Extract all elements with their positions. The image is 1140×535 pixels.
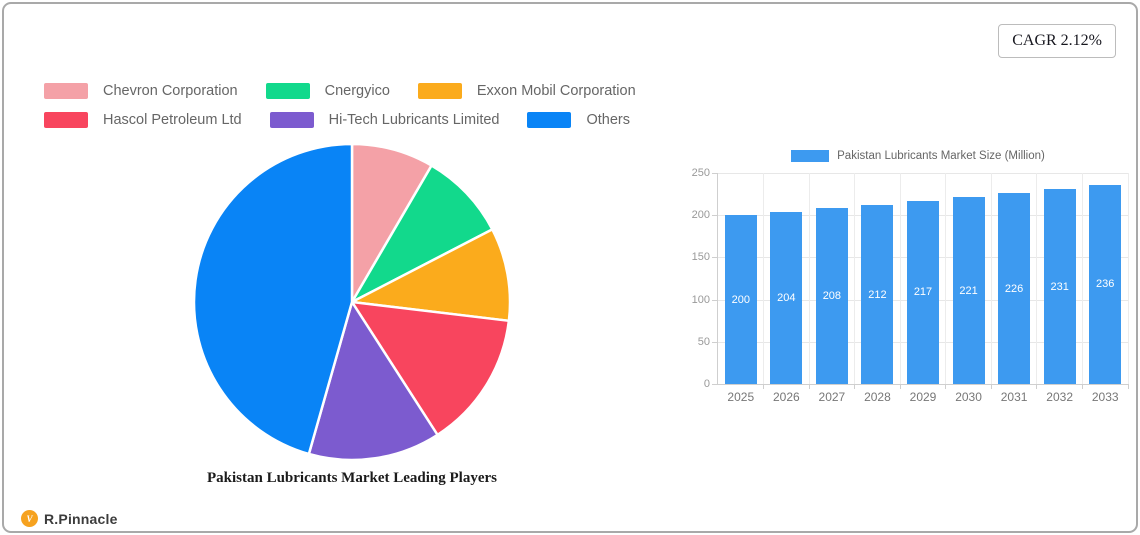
x-axis-label: 2028 bbox=[864, 390, 891, 404]
bar-value-label: 221 bbox=[959, 284, 978, 297]
y-axis-tick bbox=[712, 173, 718, 174]
pie-legend-row: Hascol Petroleum Ltd Hi-Tech Lubricants L… bbox=[44, 112, 636, 128]
bar-value-label: 200 bbox=[731, 293, 750, 306]
x-axis-tick bbox=[1036, 384, 1038, 389]
bar-value-label: 212 bbox=[868, 288, 887, 301]
bar-value-label: 217 bbox=[913, 286, 933, 299]
gridline-vertical bbox=[854, 173, 856, 384]
y-axis-label: 200 bbox=[691, 209, 710, 222]
x-axis-tick bbox=[990, 384, 992, 389]
cagr-badge: CAGR 2.12% bbox=[998, 24, 1116, 58]
gridline-vertical bbox=[1081, 173, 1083, 384]
bar-2031[interactable]: 226 bbox=[998, 193, 1031, 384]
legend-swatch bbox=[417, 83, 462, 99]
pie-slice-3[interactable] bbox=[350, 300, 511, 437]
pie-legend: Chevron Corporation Cnergyico Exxon Mobil … bbox=[44, 83, 636, 128]
bar-2027[interactable]: 208 bbox=[815, 208, 848, 384]
x-axis-label: 2031 bbox=[1000, 390, 1028, 404]
pie-legend-item[interactable]: Hi-Tech Lubricants Limited bbox=[269, 112, 500, 128]
x-axis-tick bbox=[854, 384, 856, 389]
x-axis-tick bbox=[1081, 384, 1083, 389]
x-axis-label: 2029 bbox=[909, 390, 937, 404]
legend-swatch bbox=[527, 112, 572, 128]
gridline-vertical bbox=[808, 173, 810, 384]
brand-name: R.Pinnacle bbox=[44, 510, 118, 527]
x-axis-label: 2032 bbox=[1046, 390, 1073, 404]
x-axis-label: 2026 bbox=[772, 390, 800, 404]
bar-2032[interactable]: 231 bbox=[1043, 189, 1076, 384]
brand-logo: V R.Pinnacle bbox=[21, 510, 118, 527]
bar-value-label: 226 bbox=[1004, 282, 1024, 295]
y-axis-tick bbox=[712, 215, 718, 217]
x-axis-tick bbox=[808, 384, 810, 389]
gridline-vertical bbox=[945, 173, 947, 384]
legend-swatch bbox=[44, 83, 88, 99]
bar-2025[interactable]: 200 bbox=[724, 215, 757, 384]
y-axis-label: 250 bbox=[691, 167, 710, 179]
legend-label: Others bbox=[586, 112, 630, 128]
gridline-vertical bbox=[1036, 173, 1038, 384]
y-axis-tick bbox=[712, 257, 718, 259]
bar-2028[interactable]: 212 bbox=[861, 205, 894, 384]
bar-value-label: 208 bbox=[822, 290, 842, 303]
bar-2026[interactable]: 204 bbox=[770, 211, 803, 384]
bar-2033[interactable]: 236 bbox=[1089, 184, 1122, 384]
bar-plot-area: 0 50 100 150 200 250 200 2025 204 2026 208 2027 212 2… bbox=[692, 167, 1129, 404]
y-axis-tick bbox=[712, 341, 718, 343]
x-axis-tick bbox=[1127, 384, 1129, 389]
pie-legend-item[interactable]: Hascol Petroleum Ltd bbox=[44, 112, 242, 128]
legend-swatch bbox=[269, 112, 314, 128]
x-axis-label: 2030 bbox=[955, 390, 982, 404]
pie-slice-2[interactable] bbox=[350, 228, 512, 323]
gridline-vertical bbox=[763, 173, 765, 384]
gridline-vertical bbox=[1127, 173, 1129, 384]
legend-label: Hi-Tech Lubricants Limited bbox=[328, 112, 500, 128]
gridline-horizontal bbox=[718, 173, 1128, 174]
gridline-vertical bbox=[899, 173, 901, 384]
y-axis-label: 0 bbox=[703, 378, 710, 390]
pie-legend-row: Chevron Corporation Cnergyico Exxon Mobil … bbox=[44, 83, 636, 99]
bar-chart: Pakistan Lubricants Market Size (Million… bbox=[692, 147, 1140, 412]
legend-label: Exxon Mobil Corporation bbox=[476, 83, 636, 99]
bar-value-label: 236 bbox=[1096, 278, 1115, 291]
pie-legend-item[interactable]: Exxon Mobil Corporation bbox=[417, 83, 636, 99]
y-axis-label: 50 bbox=[697, 335, 710, 348]
x-axis-tick bbox=[899, 384, 901, 389]
legend-label: Chevron Corporation bbox=[103, 83, 238, 99]
y-axis-label: 100 bbox=[691, 293, 710, 306]
y-axis-tick bbox=[712, 299, 718, 301]
legend-label: Hascol Petroleum Ltd bbox=[103, 112, 242, 128]
x-axis-label: 2027 bbox=[818, 390, 846, 404]
pie-slice-1[interactable] bbox=[350, 164, 494, 304]
x-axis-label: 2025 bbox=[727, 390, 755, 404]
bar-2029[interactable]: 217 bbox=[907, 200, 939, 384]
gridline-vertical bbox=[990, 173, 992, 384]
bar-legend-label: Pakistan Lubricants Market Size (Million… bbox=[837, 150, 1045, 162]
pie-chart-title: Pakistan Lubricants Market Leading Playe… bbox=[206, 470, 497, 486]
x-axis-tick bbox=[763, 384, 765, 389]
legend-swatch bbox=[44, 112, 88, 128]
y-axis-label: 150 bbox=[691, 251, 710, 264]
bar-legend-swatch bbox=[791, 150, 830, 162]
pie-chart bbox=[192, 142, 512, 462]
pie-legend-item[interactable]: Others bbox=[527, 112, 630, 128]
legend-label: Cnergyico bbox=[324, 83, 390, 99]
x-axis-label: 2033 bbox=[1091, 390, 1119, 404]
legend-swatch bbox=[265, 83, 310, 99]
y-axis-tick bbox=[712, 384, 718, 385]
pie-slice-5[interactable] bbox=[192, 142, 354, 456]
bar-chart-legend-item[interactable]: Pakistan Lubricants Market Size (Million… bbox=[694, 149, 1140, 163]
brand-logo-icon: V bbox=[21, 510, 38, 527]
x-axis-tick bbox=[945, 384, 947, 389]
bar-2030[interactable]: 221 bbox=[952, 197, 985, 384]
bar-value-label: 204 bbox=[777, 291, 796, 304]
pie-legend-item[interactable]: Cnergyico bbox=[265, 83, 390, 99]
bar-value-label: 231 bbox=[1050, 280, 1069, 293]
pie-legend-item[interactable]: Chevron Corporation bbox=[44, 83, 238, 99]
